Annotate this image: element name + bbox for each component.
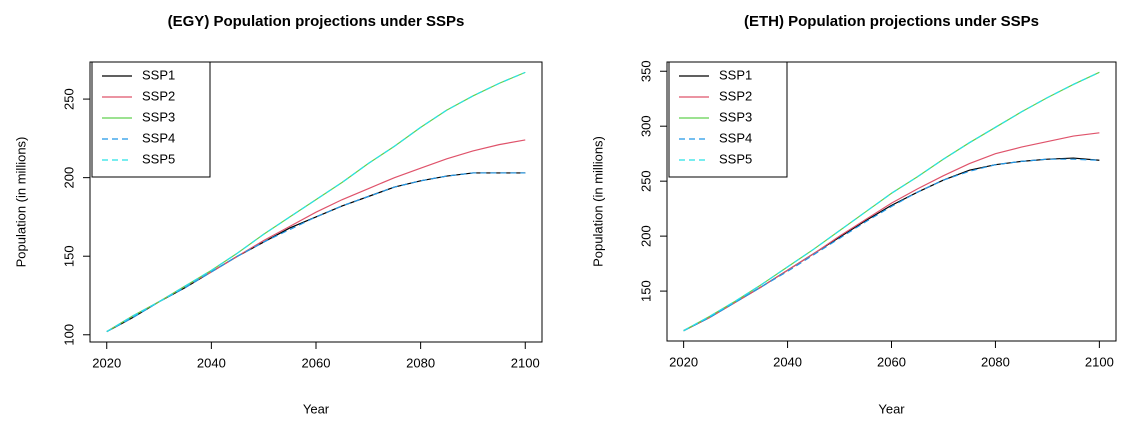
plot-frame xyxy=(666,61,1117,342)
series-line xyxy=(683,71,1100,332)
x-tick-label: 2080 xyxy=(406,355,435,370)
series-line xyxy=(683,158,1100,332)
series-line xyxy=(106,71,526,333)
legend-label: SSP2 xyxy=(719,88,752,103)
y-tick-label: 200 xyxy=(638,225,653,247)
legend-label: SSP5 xyxy=(719,151,752,166)
plot-frame xyxy=(89,61,543,343)
y-tick-label: 300 xyxy=(638,115,653,137)
legend-label: SSP3 xyxy=(142,109,175,124)
x-tick-label: 2020 xyxy=(669,354,698,369)
x-axis-label: Year xyxy=(303,401,330,416)
y-axis-label: Population (in millions) xyxy=(13,137,28,268)
y-tick-label: 200 xyxy=(61,167,76,189)
legend-label: SSP3 xyxy=(719,109,752,124)
legend-label: SSP1 xyxy=(719,67,752,82)
y-axis-label: Population (in millions) xyxy=(590,136,605,267)
legend-label: SSP4 xyxy=(719,130,752,145)
y-tick-label: 150 xyxy=(638,280,653,302)
series-line xyxy=(106,172,526,333)
legend-label: SSP5 xyxy=(142,151,175,166)
x-axis-label: Year xyxy=(878,401,905,416)
x-tick-label: 2080 xyxy=(981,354,1010,369)
x-tick-label: 2060 xyxy=(877,354,906,369)
series-line xyxy=(683,132,1100,332)
x-tick-label: 2020 xyxy=(92,355,121,370)
series-line xyxy=(106,172,526,333)
x-tick-label: 2060 xyxy=(302,355,331,370)
chart-title: (EGY) Population projections under SSPs xyxy=(168,13,465,30)
chart-panel: (EGY) Population projections under SSPs Y… xyxy=(13,13,543,416)
legend-label: SSP4 xyxy=(142,130,175,145)
y-tick-label: 150 xyxy=(61,245,76,267)
legend-label: SSP1 xyxy=(142,67,175,82)
x-tick-label: 2100 xyxy=(1085,354,1114,369)
chart-panel: (ETH) Population projections under SSPs Y… xyxy=(590,13,1117,416)
y-tick-label: 350 xyxy=(638,60,653,82)
series-line xyxy=(683,157,1100,332)
x-tick-label: 2040 xyxy=(197,355,226,370)
x-tick-label: 2100 xyxy=(511,355,540,370)
y-tick-label: 250 xyxy=(61,88,76,110)
chart-title: (ETH) Population projections under SSPs xyxy=(744,13,1039,30)
legend-box xyxy=(668,61,788,178)
legend-box xyxy=(91,61,211,178)
y-tick-label: 250 xyxy=(638,170,653,192)
legend-label: SSP2 xyxy=(142,88,175,103)
x-tick-label: 2040 xyxy=(773,354,802,369)
y-tick-label: 100 xyxy=(61,324,76,346)
